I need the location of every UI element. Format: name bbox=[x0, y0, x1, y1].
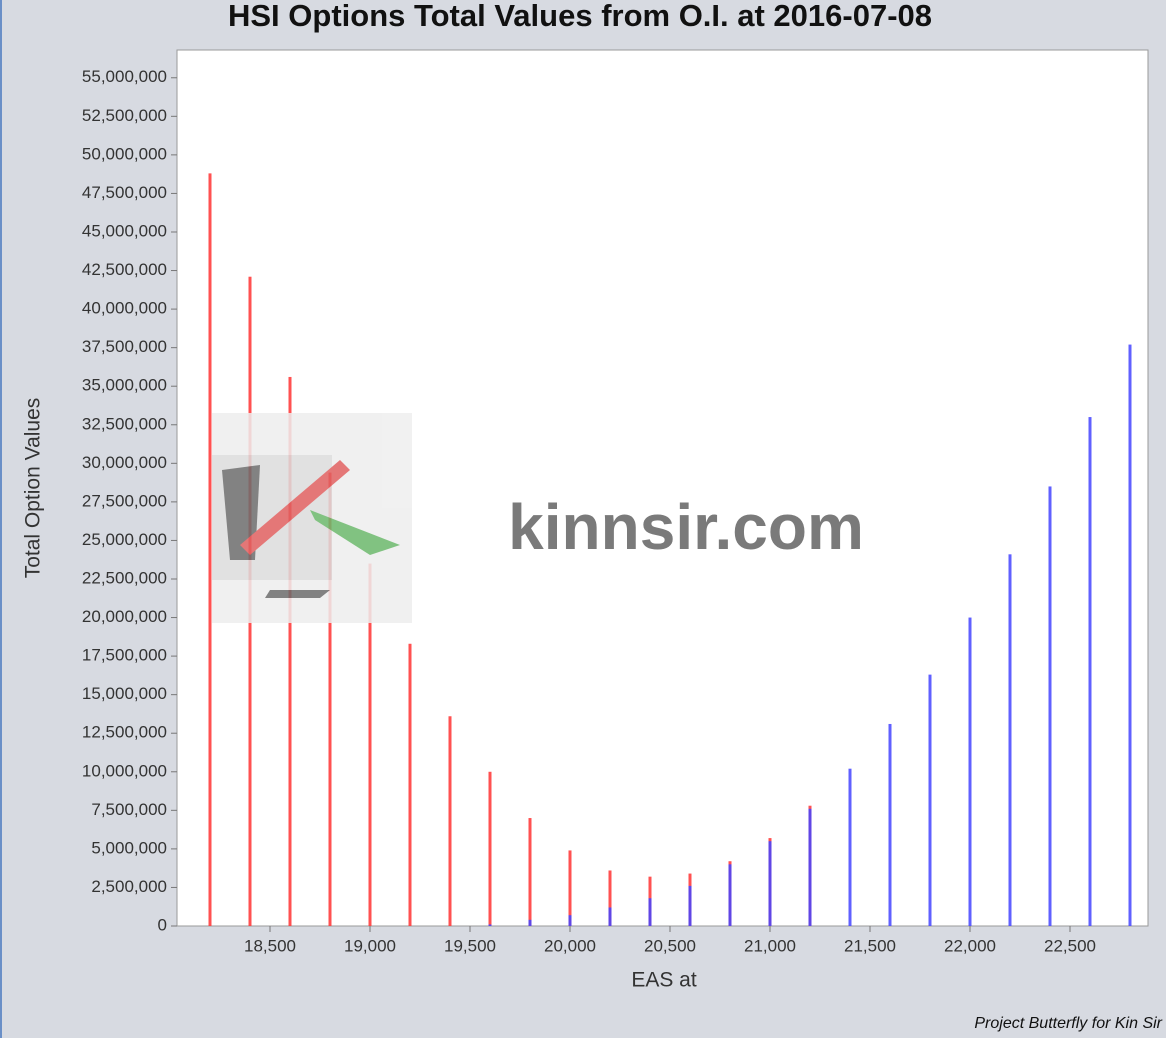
x-tick-label: 21,000 bbox=[744, 936, 796, 955]
bar bbox=[288, 376, 292, 926]
bars bbox=[208, 173, 1132, 927]
y-tick-label: 32,500,000 bbox=[82, 414, 167, 433]
bar bbox=[1008, 554, 1012, 926]
chart-title: HSI Options Total Values from O.I. at 20… bbox=[228, 0, 932, 33]
logo bbox=[212, 413, 412, 623]
footer: Project Butterfly for Kin Sir bbox=[974, 1015, 1162, 1032]
bar bbox=[568, 850, 572, 926]
window-edge bbox=[0, 0, 2, 1038]
y-tick-label: 42,500,000 bbox=[82, 260, 167, 279]
bar bbox=[768, 841, 772, 926]
y-tick-label: 5,000,000 bbox=[91, 838, 167, 857]
y-tick-label: 22,500,000 bbox=[82, 568, 167, 587]
y-tick-label: 20,000,000 bbox=[82, 607, 167, 626]
bar bbox=[808, 808, 812, 926]
bar bbox=[208, 173, 212, 927]
y-tick-label: 27,500,000 bbox=[82, 491, 167, 510]
y-tick-label: 45,000,000 bbox=[82, 221, 167, 240]
x-tick-label: 19,000 bbox=[344, 936, 396, 955]
y-tick-label: 35,000,000 bbox=[82, 376, 167, 395]
bar bbox=[448, 716, 452, 926]
x-tick-label: 22,000 bbox=[944, 936, 996, 955]
bar bbox=[1088, 417, 1092, 926]
y-tick-label: 37,500,000 bbox=[82, 337, 167, 356]
x-tick-label: 20,000 bbox=[544, 936, 596, 955]
bar bbox=[608, 870, 612, 926]
bar bbox=[488, 924, 492, 926]
bar bbox=[528, 919, 532, 926]
y-tick-label: 55,000,000 bbox=[82, 67, 167, 86]
bar bbox=[928, 674, 932, 926]
watermark: kinnsir.com bbox=[508, 491, 864, 563]
x-tick-label: 18,500 bbox=[244, 936, 296, 955]
y-tick-label: 50,000,000 bbox=[82, 144, 167, 163]
y-tick-label: 0 bbox=[158, 915, 167, 934]
bar bbox=[728, 864, 732, 926]
bar bbox=[1128, 344, 1132, 926]
y-tick-label: 12,500,000 bbox=[82, 723, 167, 742]
y-axis-label: Total Option Values bbox=[22, 398, 45, 579]
x-tick-label: 20,500 bbox=[644, 936, 696, 955]
y-tick-label: 30,000,000 bbox=[82, 453, 167, 472]
y-tick-label: 2,500,000 bbox=[91, 877, 167, 896]
bar bbox=[608, 907, 612, 926]
y-tick-label: 7,500,000 bbox=[91, 800, 167, 819]
bar bbox=[368, 563, 372, 926]
bar bbox=[648, 898, 652, 926]
bar bbox=[568, 915, 572, 926]
y-tick-label: 25,000,000 bbox=[82, 530, 167, 549]
bar bbox=[1048, 486, 1052, 926]
x-tick-label: 21,500 bbox=[844, 936, 896, 955]
y-tick-label: 47,500,000 bbox=[82, 183, 167, 202]
y-tick-label: 52,500,000 bbox=[82, 106, 167, 125]
bar bbox=[528, 818, 532, 926]
bar bbox=[328, 472, 332, 926]
bar bbox=[888, 723, 892, 926]
bar bbox=[408, 643, 412, 926]
y-tick-label: 10,000,000 bbox=[82, 761, 167, 780]
bar bbox=[968, 617, 972, 926]
y-tick-label: 17,500,000 bbox=[82, 646, 167, 665]
bar bbox=[688, 885, 692, 926]
x-tick-label: 22,500 bbox=[1044, 936, 1096, 955]
y-tick-label: 40,000,000 bbox=[82, 299, 167, 318]
x-axis-label: EAS at bbox=[631, 969, 697, 992]
bar bbox=[488, 771, 492, 926]
bar bbox=[848, 768, 852, 926]
x-tick-label: 19,500 bbox=[444, 936, 496, 955]
y-tick-label: 15,000,000 bbox=[82, 684, 167, 703]
